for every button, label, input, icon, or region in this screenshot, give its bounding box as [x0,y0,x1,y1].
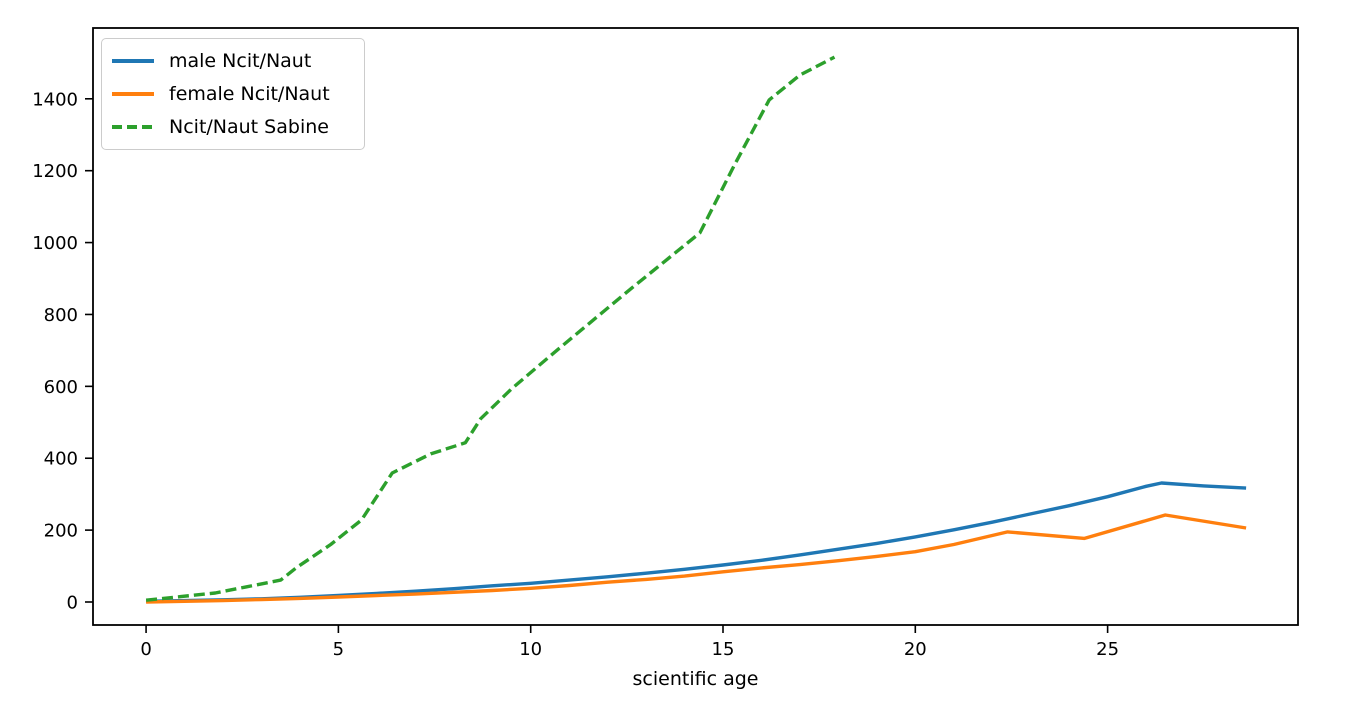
y-tick-label: 1400 [32,89,78,110]
y-tick-label: 1200 [32,161,78,182]
y-tick-label: 600 [44,377,78,398]
y-tick-label: 0 [67,592,78,613]
y-tick-label: 1000 [32,233,78,254]
legend: male Ncit/Naut female Ncit/Naut Ncit/Nau… [101,38,365,150]
x-tick-label: 20 [904,639,927,660]
legend-item-sabine: Ncit/Naut Sabine [112,115,352,139]
x-tick-label: 25 [1096,639,1119,660]
sabine-dashed-line-swatch-icon [112,125,154,129]
legend-label-sabine: Ncit/Naut Sabine [169,116,329,138]
series-line-1 [146,513,1247,604]
legend-item-male: male Ncit/Naut [112,49,352,73]
x-tick-label: 10 [519,639,542,660]
x-tick-label: 0 [140,639,151,660]
x-tick-label: 5 [333,639,344,660]
plot-spines [92,27,1299,626]
series-line-0 [146,481,1247,603]
male-line-swatch-icon [112,59,154,63]
y-tick-label: 800 [44,305,78,326]
legend-label-female: female Ncit/Naut [169,83,330,105]
x-tick-label: 15 [712,639,735,660]
y-tick-label: 200 [44,521,78,542]
x-axis-label: scientific age [632,668,759,690]
female-line-swatch-icon [112,92,154,96]
y-tick-label: 400 [44,449,78,470]
legend-item-female: female Ncit/Naut [112,82,352,106]
legend-label-male: male Ncit/Naut [169,50,312,72]
series-line-2 [145,55,836,602]
